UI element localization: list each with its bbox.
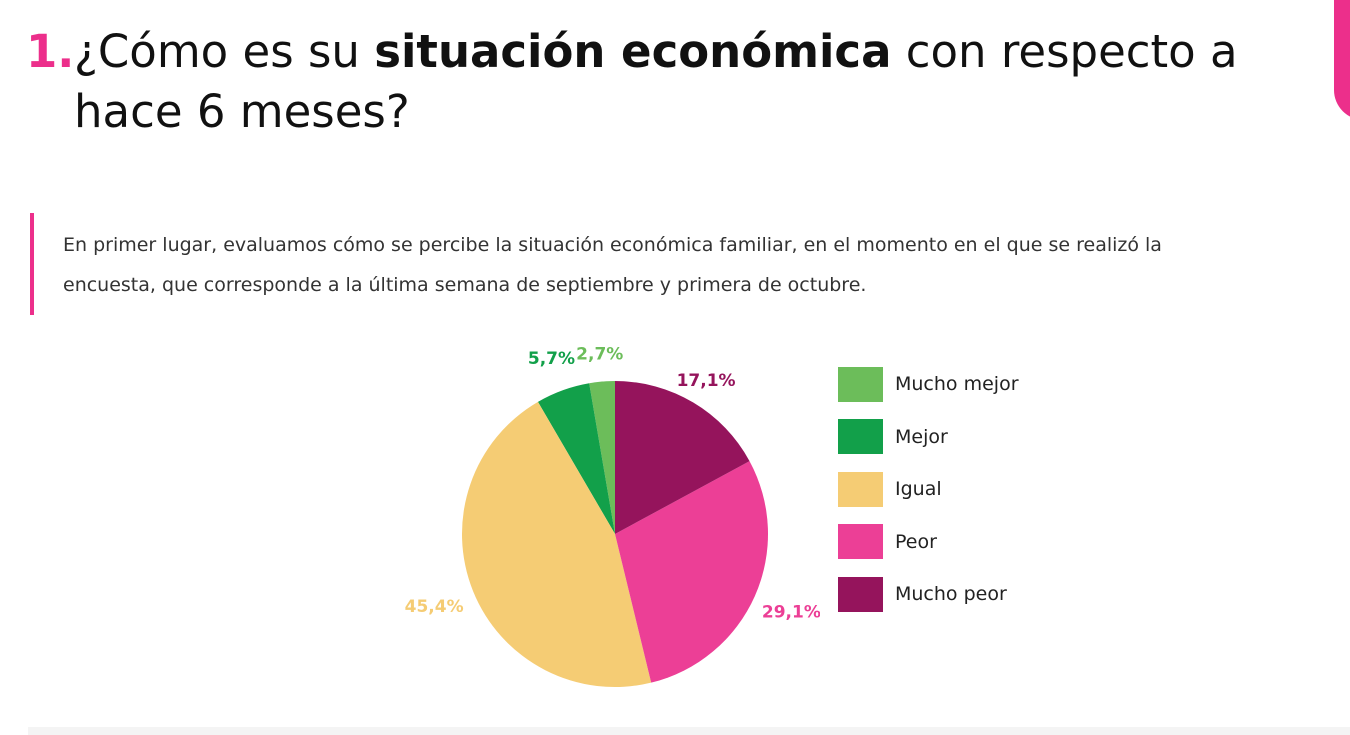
intro-line-1: En primer lugar, evaluamos cómo se perci… [63, 234, 1162, 256]
legend-item-peor: Peor [838, 516, 1019, 569]
legend-swatch-peor [838, 524, 883, 560]
legend-label-peor: Peor [895, 530, 937, 553]
pie-slice-igual [462, 401, 652, 688]
pie-slice-mejor [537, 383, 615, 534]
legend-swatch-mucho-mejor [838, 366, 883, 402]
title-text-pre: ¿Cómo es su [74, 25, 375, 78]
legend-label-igual: Igual [895, 478, 942, 501]
pie-chart: 2,7%5,7% 45,4% 29,1% 17,1% [405, 345, 820, 688]
legend-label-mejor: Mejor [895, 425, 948, 448]
bottom-band [28, 727, 1350, 735]
title-text-bold: situación económica [374, 25, 892, 78]
title-line-2: hace 6 meses? [74, 85, 410, 138]
slice-label-mucho-mejor: 2,7% [576, 345, 623, 365]
legend-label-mucho-mejor: Mucho mejor [895, 373, 1019, 396]
legend-swatch-mucho-peor [838, 576, 883, 612]
slice-label-peor: 29,1% [762, 602, 820, 622]
legend-item-igual: Igual [838, 463, 1019, 516]
pie-slice-mucho-peor [615, 381, 750, 534]
legend-label-mucho-peor: Mucho peor [895, 583, 1007, 606]
slice-label-mejor: 5,7% [528, 349, 575, 369]
page-title: 1.¿Cómo es su situación económica con re… [26, 22, 1326, 142]
intro-line-2: encuesta, que corresponde a la última se… [63, 274, 867, 296]
slice-label-mucho-peor: 17,1% [677, 371, 736, 391]
title-text-post: con respecto a [891, 25, 1238, 78]
legend-swatch-mejor [838, 419, 883, 455]
legend-item-mejor: Mejor [838, 411, 1019, 464]
pie-slice-peor [615, 461, 768, 683]
quote-accent-bar [30, 213, 34, 315]
legend-swatch-igual [838, 471, 883, 507]
legend-item-mucho-mejor: Mucho mejor [838, 358, 1019, 411]
legend-item-mucho-peor: Mucho peor [838, 568, 1019, 621]
intro-paragraph: En primer lugar, evaluamos cómo se perci… [63, 225, 1350, 305]
slice-label-igual: 45,4% [405, 597, 464, 617]
pie-slice-mucho-mejor [589, 381, 615, 534]
corner-decoration [1334, 0, 1350, 120]
chart-legend: Mucho mejor Mejor Igual Peor Mucho peor [838, 358, 1019, 621]
question-number: 1. [26, 25, 75, 78]
